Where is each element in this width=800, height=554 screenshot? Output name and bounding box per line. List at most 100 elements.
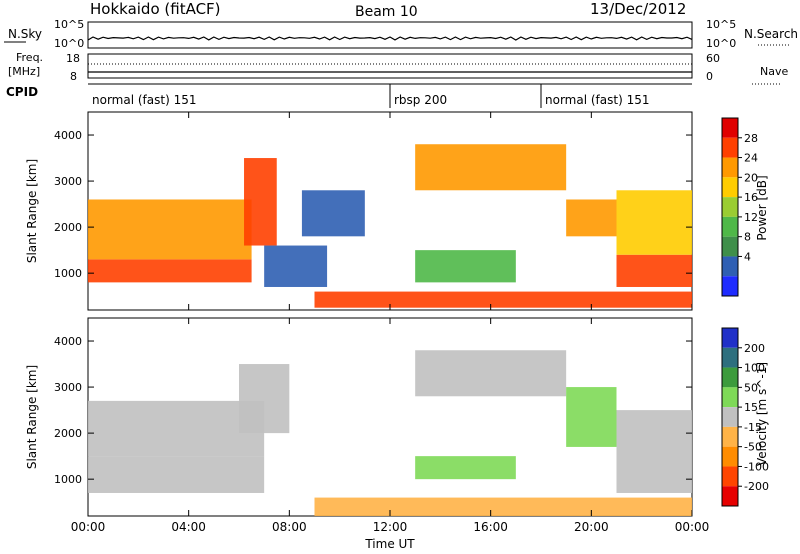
x-tick-label: 16:00 [473, 520, 508, 534]
cpid-segment-label: rbsp 200 [394, 93, 447, 107]
power-colorbar-tick-label: 4 [744, 250, 751, 263]
power-colorbar-tick-label: 12 [744, 211, 758, 224]
velocity-data [88, 350, 692, 516]
power-region [301, 190, 365, 237]
power-colorbar-tick-label: 20 [744, 171, 758, 184]
velocity-region [566, 387, 617, 447]
power-colorbar-swatch [722, 216, 738, 237]
velocity-region [314, 497, 692, 516]
x-tick-label: 00:00 [675, 520, 710, 534]
power-colorbar-frame [721, 117, 739, 297]
x-tick-label: 04:00 [171, 520, 206, 534]
nsky-label: N.Sky [8, 27, 42, 41]
velocity-colorbar-tick-label: 100 [744, 362, 765, 375]
power-colorbar-swatch [722, 118, 738, 138]
power-region [244, 158, 277, 246]
freq-tick-top: 18 [66, 52, 80, 65]
y-tick-label: 4000 [54, 335, 82, 348]
velocity-colorbar-swatch [722, 367, 738, 388]
velocity-colorbar-tick-label: -50 [744, 441, 762, 454]
nsky-line [87, 36, 693, 41]
power-data [88, 144, 692, 308]
velocity-colorbar-swatch [722, 328, 738, 348]
velocity-colorbar-tick-label: -15 [744, 421, 762, 434]
velocity-colorbar-label: Velocity [m s^-1] [755, 362, 769, 466]
y-tick-label: 4000 [54, 129, 82, 142]
power-region [616, 254, 692, 287]
power-colorbar-label: Power [dB] [755, 175, 769, 240]
power-colorbar-swatch [722, 236, 738, 257]
nave-label: Nave [760, 65, 788, 78]
nsky-trace [87, 36, 693, 41]
nsky-tick-top: 10^5 [54, 18, 84, 31]
power-colorbar-tick-label: 16 [744, 191, 758, 204]
station-title: Hokkaido (fitACF) [90, 0, 221, 18]
power-colorbar-swatch [722, 197, 738, 217]
nsearch-tick-top: 10^5 [706, 18, 736, 31]
power-colorbar: 28 24 20 16 12 8 4 [721, 117, 758, 297]
x-tick-label: 08:00 [272, 520, 307, 534]
velocity-y-axis: 1000 2000 3000 4000 [54, 335, 692, 486]
date-title: 13/Dec/2012 [590, 0, 686, 18]
power-ylabel: Slant Range [km] [25, 159, 39, 263]
nave-tick-top: 60 [706, 52, 720, 65]
freq-tick-bottom: 8 [70, 70, 77, 83]
x-tick-label: 00:00 [71, 520, 106, 534]
nsearch-tick-bottom: 10^0 [706, 37, 736, 50]
velocity-colorbar-swatch [722, 407, 738, 427]
velocity-region [415, 350, 567, 397]
velocity-colorbar-tick-label: -100 [744, 460, 769, 473]
nsky-tick-bottom: 10^0 [54, 37, 84, 50]
cpid-label: CPID [6, 85, 38, 99]
velocity-colorbar-tick-label: 15 [744, 401, 758, 414]
velocity-colorbar-tick-label: 50 [744, 381, 758, 394]
freq-label: Freq. [16, 51, 43, 64]
nave-tick-bottom: 0 [706, 70, 713, 83]
power-colorbar-swatch [722, 157, 738, 178]
velocity-colorbar-tick-label: -200 [744, 480, 769, 493]
power-colorbar-swatch [722, 177, 738, 198]
power-colorbar-tick-label: 28 [744, 132, 758, 145]
power-colorbar-tick-label: 8 [744, 231, 751, 244]
x-axis: 00:00 04:00 08:00 12:00 16:00 20:00 00:00 [71, 112, 710, 534]
cpid-segments: normal (fast) 151 rbsp 200 normal (fast) 1… [92, 84, 649, 108]
velocity-colorbar-swatch [722, 426, 738, 447]
velocity-colorbar-swatch [722, 347, 738, 368]
velocity-region [616, 410, 692, 493]
y-tick-label: 3000 [54, 175, 82, 188]
power-region [616, 190, 692, 255]
velocity-colorbar-tick-label: 200 [744, 342, 765, 355]
velocity-colorbar-swatch [722, 387, 738, 408]
cpid-segment-label: normal (fast) 151 [92, 93, 196, 107]
x-axis-label: Time UT [364, 537, 415, 551]
beam-title: Beam 10 [355, 4, 418, 20]
velocity-region [88, 456, 265, 493]
power-region [264, 245, 328, 287]
x-tick-label: 20:00 [574, 520, 609, 534]
velocity-region [88, 400, 265, 457]
freq-panel-frame [87, 53, 693, 79]
velocity-colorbar-swatch [722, 486, 738, 506]
velocity-region [239, 364, 290, 434]
velocity-colorbar-swatch [722, 446, 738, 467]
y-tick-label: 2000 [54, 427, 82, 440]
y-tick-label: 2000 [54, 221, 82, 234]
power-colorbar-swatch [722, 276, 738, 296]
power-region [88, 259, 252, 283]
velocity-colorbar-frame [721, 327, 739, 507]
power-region [566, 199, 617, 237]
nsearch-label: N.Search [744, 27, 798, 41]
velocity-ylabel: Slant Range [km] [25, 365, 39, 469]
velocity-colorbar-swatch [722, 466, 738, 487]
power-y-axis: 1000 2000 3000 4000 [54, 129, 692, 280]
power-colorbar-swatch [722, 137, 738, 158]
power-region [88, 199, 252, 260]
y-tick-label: 1000 [54, 267, 82, 280]
power-region [314, 291, 692, 308]
power-region [415, 144, 567, 191]
velocity-colorbar: 200 100 50 15 -15 -50 -100 -200 [721, 327, 769, 507]
velocity-region [415, 456, 516, 480]
cpid-segment-label: normal (fast) 151 [545, 93, 649, 107]
nsky-panel-frame [87, 21, 693, 49]
